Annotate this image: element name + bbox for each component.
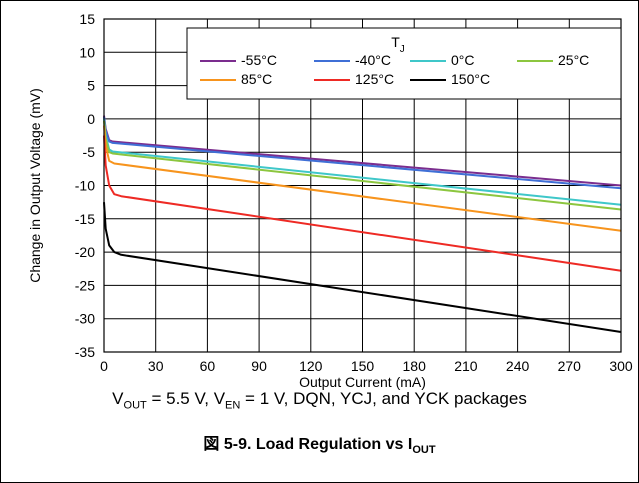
legend-entry: 85°C bbox=[241, 71, 272, 87]
y-tick-label: 5 bbox=[87, 78, 95, 94]
x-tick-label: 120 bbox=[299, 358, 323, 374]
caption-vout-value: = 5.5 V, V bbox=[146, 389, 226, 408]
legend-entry: -40°C bbox=[355, 52, 391, 68]
x-tick-label: 270 bbox=[558, 358, 582, 374]
x-tick-label: 180 bbox=[403, 358, 427, 374]
y-axis-label: Change in Output Voltage (mV) bbox=[27, 88, 43, 283]
legend-title: TJ bbox=[391, 34, 405, 55]
chart-legend: TJ -55°C -40°C 0°C 25°C 85°C 125°C 150°C bbox=[186, 27, 622, 100]
caption-vout-sub: OUT bbox=[123, 399, 147, 412]
y-tick-label: 0 bbox=[87, 111, 95, 127]
x-tick-label: 30 bbox=[148, 358, 164, 374]
chart-series bbox=[103, 115, 622, 333]
figure-title-main: 図 5-9. Load Regulation vs I bbox=[203, 436, 413, 453]
figure-caption: VOUT = 5.5 V, VEN = 1 V, DQN, YCJ, and Y… bbox=[0, 389, 639, 411]
caption-ven-sub: EN bbox=[225, 399, 241, 412]
x-tick-label: 150 bbox=[351, 358, 375, 374]
x-tick-label: 240 bbox=[506, 358, 530, 374]
x-tick-label: 90 bbox=[251, 358, 267, 374]
series-line bbox=[103, 202, 622, 333]
chart-ticks: 0 30 60 90 120 150 180 210 240 270 300 15 10 5 0 -5 -10 -… bbox=[75, 11, 633, 374]
y-tick-label: -10 bbox=[75, 178, 95, 194]
x-tick-label: 300 bbox=[609, 358, 633, 374]
legend-entry: 0°C bbox=[451, 52, 475, 68]
caption-ven-rest: = 1 V, DQN, YCJ, and YCK packages bbox=[240, 389, 527, 408]
legend-entry: -55°C bbox=[241, 52, 277, 68]
y-tick-label: -35 bbox=[75, 344, 95, 360]
series-line bbox=[103, 135, 622, 272]
y-tick-label: 15 bbox=[79, 11, 95, 27]
y-tick-label: -20 bbox=[75, 244, 95, 260]
x-tick-label: 0 bbox=[100, 358, 108, 374]
load-regulation-chart: 0 30 60 90 120 150 180 210 240 270 300 15 10 5 0 -5 -10 -… bbox=[27, 11, 633, 390]
legend-entry: 150°C bbox=[451, 71, 490, 87]
y-tick-label: -5 bbox=[83, 144, 96, 160]
legend-box bbox=[186, 27, 622, 100]
legend-entry: 125°C bbox=[355, 71, 394, 87]
y-tick-label: -15 bbox=[75, 211, 95, 227]
legend-entry: 25°C bbox=[558, 52, 589, 68]
figure-title-sub: OUT bbox=[412, 444, 436, 457]
x-axis-label: Output Current (mA) bbox=[299, 374, 426, 390]
plot-border bbox=[103, 18, 622, 353]
y-tick-label: -25 bbox=[75, 277, 95, 293]
x-tick-label: 60 bbox=[200, 358, 216, 374]
x-tick-label: 210 bbox=[454, 358, 478, 374]
caption-vout-label: V bbox=[112, 389, 124, 408]
y-tick-label: -30 bbox=[75, 311, 95, 327]
y-tick-label: 10 bbox=[79, 44, 95, 60]
figure-title: 図 5-9. Load Regulation vs IOUT bbox=[0, 430, 639, 456]
